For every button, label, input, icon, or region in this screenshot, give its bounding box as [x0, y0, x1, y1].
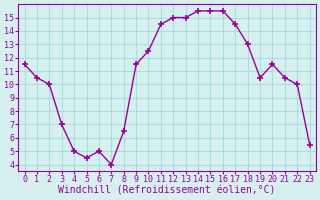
- X-axis label: Windchill (Refroidissement éolien,°C): Windchill (Refroidissement éolien,°C): [58, 186, 276, 196]
